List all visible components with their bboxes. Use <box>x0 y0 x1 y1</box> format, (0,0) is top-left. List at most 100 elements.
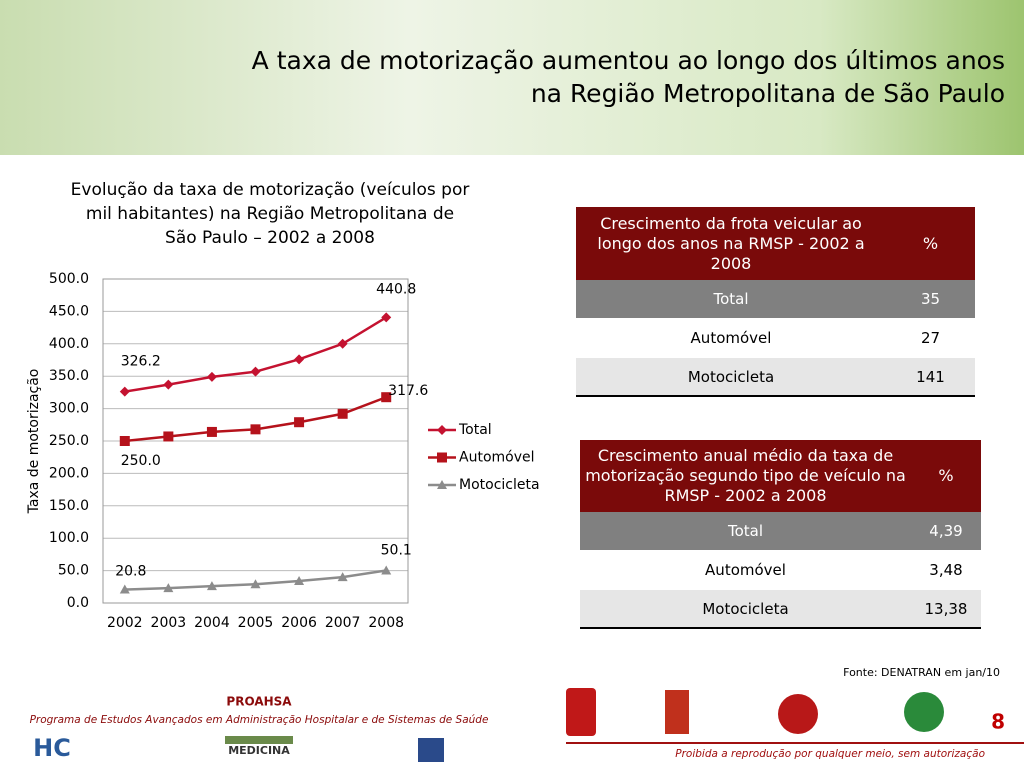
plot-frame <box>102 278 409 604</box>
source: Fonte: DENATRAN em jan/10 <box>843 666 1000 679</box>
logo-med-top <box>225 736 293 744</box>
table-cell: Crescimento anual médio da taxa de motor… <box>580 440 911 512</box>
table-cell: Automóvel <box>576 318 886 358</box>
page-number: 8 <box>991 710 1005 734</box>
y-tick-label: 50.0 <box>58 563 89 579</box>
table-cell: 35 <box>886 280 975 318</box>
data-point <box>250 366 261 377</box>
legend-marker <box>437 480 447 489</box>
table-row: Automóvel 27 <box>576 318 975 358</box>
logo <box>566 688 596 736</box>
legend-label: Automóvel <box>459 450 535 466</box>
data-point <box>206 426 217 437</box>
chart-title: São Paulo – 2002 a 2008 <box>165 228 375 248</box>
table-cell: 27 <box>886 318 975 358</box>
logo <box>665 690 689 734</box>
table: Crescimento anual médio da taxa de motor… <box>580 440 981 629</box>
y-tick-label: 450.0 <box>49 303 89 319</box>
table-cell: Automóvel <box>580 550 911 590</box>
notice: Proibida a reprodução por qualquer meio,… <box>675 748 985 760</box>
x-tick-label: 2004 <box>194 615 230 631</box>
logo <box>778 694 818 734</box>
table-cell: Motocicleta <box>580 590 911 628</box>
y-tick-label: 250.0 <box>49 433 89 449</box>
table-row: Motocicleta 13,38 <box>580 590 981 628</box>
data-label: 326.2 <box>121 354 161 370</box>
data-point <box>163 431 174 442</box>
logo <box>904 692 944 732</box>
data-point <box>381 392 392 403</box>
program-name: Programa de Estudos Avançados em Adminis… <box>30 714 489 726</box>
data-point <box>337 408 348 419</box>
table-header: Crescimento anual médio da taxa de motor… <box>580 440 981 512</box>
table-cell: Total <box>576 280 886 318</box>
data-point <box>294 575 305 585</box>
data-label: 20.8 <box>115 564 146 580</box>
x-tick-label: 2002 <box>107 615 143 631</box>
table-cell: Motocicleta <box>576 358 886 396</box>
logo-med: MEDICINA <box>228 744 290 757</box>
data-label: 50.1 <box>381 543 412 559</box>
table-cell: Total <box>580 512 911 550</box>
slide-title: na Região Metropolitana de São Paulo <box>531 79 1005 108</box>
y-tick-label: 350.0 <box>49 368 89 384</box>
chart-title: mil habitantes) na Região Metropolitana … <box>86 204 454 224</box>
data-label: 250.0 <box>121 453 161 469</box>
data-point <box>294 417 305 428</box>
y-tick-label: 200.0 <box>49 465 89 481</box>
table-cell: 13,38 <box>911 590 981 628</box>
data-point <box>119 386 130 397</box>
slide-title: A taxa de motorização aumentou ao longo … <box>252 46 1005 75</box>
table-row: Motocicleta 141 <box>576 358 975 396</box>
table-cell: Crescimento da frota veicular ao longo d… <box>576 207 886 280</box>
x-tick-label: 2005 <box>238 615 274 631</box>
data-label: 440.8 <box>376 281 416 297</box>
y-axis-label: Taxa de motorização <box>26 369 42 515</box>
table-cell: % <box>886 207 975 280</box>
logo-hc: HC <box>33 734 71 762</box>
y-tick-label: 150.0 <box>49 498 89 514</box>
series-line <box>124 316 387 393</box>
table-cell: % <box>911 440 981 512</box>
table-row: Total 4,39 <box>580 512 981 550</box>
data-point <box>381 565 392 575</box>
data-label: 317.6 <box>388 383 428 399</box>
y-tick-label: 0.0 <box>67 595 89 611</box>
legend-marker <box>437 425 447 435</box>
data-point <box>163 583 174 593</box>
table: Crescimento da frota veicular ao longo d… <box>576 207 975 397</box>
legend-label: Motocicleta <box>459 477 540 493</box>
data-point <box>119 436 130 446</box>
data-point <box>206 371 217 382</box>
table-cell: 3,48 <box>911 550 981 590</box>
data-point <box>381 312 392 323</box>
data-point <box>337 572 348 582</box>
x-tick-label: 2008 <box>368 615 404 631</box>
data-point <box>250 424 261 435</box>
y-tick-label: 500.0 <box>49 271 89 287</box>
x-tick-label: 2007 <box>325 615 361 631</box>
data-point <box>337 338 348 349</box>
org-name: PROAHSA <box>226 695 292 709</box>
legend-marker <box>437 452 447 463</box>
y-tick-label: 400.0 <box>49 336 89 352</box>
table-row: Automóvel 3,48 <box>580 550 981 590</box>
data-point <box>163 379 174 390</box>
data-point <box>206 581 217 591</box>
chart-title: Evolução da taxa de motorização (veículo… <box>71 180 470 200</box>
y-tick-label: 100.0 <box>49 530 89 546</box>
table-cell: 4,39 <box>911 512 981 550</box>
data-point <box>294 354 305 365</box>
legend-label: Total <box>458 422 492 438</box>
y-tick-label: 300.0 <box>49 401 89 417</box>
x-tick-label: 2003 <box>151 615 187 631</box>
data-point <box>250 579 261 589</box>
data-point <box>119 584 130 594</box>
logo-fgv <box>418 738 444 762</box>
table-header: Crescimento da frota veicular ao longo d… <box>576 207 975 280</box>
table-row: Total 35 <box>576 280 975 318</box>
header-band <box>0 0 1024 155</box>
table-cell: 141 <box>886 358 975 396</box>
